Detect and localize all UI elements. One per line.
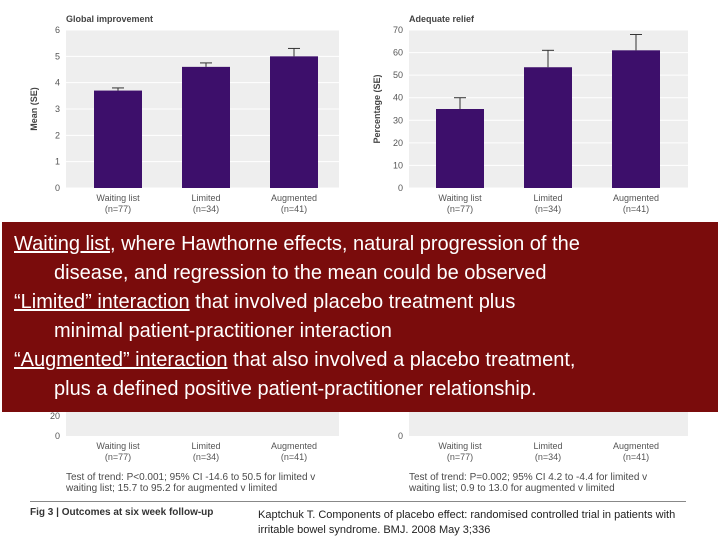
x-category-n-label: (n=34) xyxy=(193,204,219,214)
y-tick-label: 20 xyxy=(393,138,403,148)
x-category-n-label: (n=34) xyxy=(535,204,561,214)
x-category-n-label: (n=77) xyxy=(105,452,131,462)
x-category-n-label: (n=77) xyxy=(447,204,473,214)
left-trend-note-line-2: waiting list; 15.7 to 95.2 for augmented… xyxy=(66,483,278,494)
y-tick-label: 3 xyxy=(55,104,60,114)
banner-text-3: that involved placebo treatment plus xyxy=(189,291,516,313)
x-category-label: Waiting list xyxy=(96,441,140,451)
y-tick-label: 6 xyxy=(55,25,60,35)
x-category-label: Augmented xyxy=(613,193,659,203)
y-tick-label: 40 xyxy=(393,93,403,103)
banner-line-6: plus a defined positive patient-practiti… xyxy=(54,378,537,400)
y-tick-label: 0 xyxy=(398,183,403,193)
x-category-n-label: (n=41) xyxy=(623,204,649,214)
left-trend-note: Test of trend: P<0.001; 95% CI -14.6 to … xyxy=(66,472,315,494)
x-category-n-label: (n=34) xyxy=(535,452,561,462)
bar xyxy=(436,109,484,188)
x-category-label: Augmented xyxy=(613,441,659,451)
bar xyxy=(612,50,660,188)
citation: Kaptchuk T. Components of placebo effect… xyxy=(258,509,676,536)
y-tick-label: 0 xyxy=(55,431,60,441)
bar xyxy=(94,90,142,188)
right-trend-note-line-2: waiting list; 0.9 to 13.0 for augmented … xyxy=(409,483,615,494)
y-tick-label: 60 xyxy=(393,48,403,58)
chart-title: Adequate relief xyxy=(409,14,475,24)
augmented-term: “Augmented” interaction xyxy=(14,349,228,371)
y-tick-label: 2 xyxy=(55,130,60,140)
x-category-label: Limited xyxy=(533,193,562,203)
x-category-label: Waiting list xyxy=(438,193,482,203)
caption-rule xyxy=(30,501,686,502)
right-trend-note-line-1: Test of trend: P=0.002; 95% CI 4.2 to -4… xyxy=(409,472,648,483)
banner-line-4: minimal patient-practitioner interaction xyxy=(54,320,392,342)
bar xyxy=(182,66,230,188)
x-category-n-label: (n=77) xyxy=(447,452,473,462)
banner-text-1: , where Hawthorne effects, natural progr… xyxy=(109,233,580,255)
y-tick-label: 1 xyxy=(55,157,60,167)
x-category-n-label: (n=34) xyxy=(193,452,219,462)
x-category-n-label: (n=41) xyxy=(281,204,307,214)
waiting-list-term: Waiting list xyxy=(14,233,110,255)
figure-caption: Fig 3 | Outcomes at six week follow-up xyxy=(30,507,214,518)
y-axis-label: Mean (SE) xyxy=(29,87,39,131)
y-tick-label: 0 xyxy=(398,431,403,441)
y-tick-label: 10 xyxy=(393,160,403,170)
x-category-label: Augmented xyxy=(271,441,317,451)
bar xyxy=(270,56,318,189)
x-category-label: Waiting list xyxy=(438,441,482,451)
y-tick-label: 5 xyxy=(55,51,60,61)
banner-line-1: Waiting list, where Hawthorne effects, n… xyxy=(14,230,706,259)
limited-term: “Limited” interaction xyxy=(14,291,190,313)
x-category-label: Waiting list xyxy=(96,193,140,203)
chart-title: Global improvement xyxy=(66,14,153,24)
bottom-left-plot-area xyxy=(66,412,339,436)
bottom-right-plot-area xyxy=(409,412,688,436)
y-tick-label: 20 xyxy=(50,411,60,421)
banner-line-3: “Limited” interaction that involved plac… xyxy=(14,288,706,317)
x-category-n-label: (n=77) xyxy=(105,204,131,214)
banner-text-5: that also involved a placebo treatment, xyxy=(227,349,576,371)
y-tick-label: 30 xyxy=(393,115,403,125)
x-category-label: Limited xyxy=(191,441,220,451)
banner-line-2: disease, and regression to the mean coul… xyxy=(54,262,547,284)
banner-line-5: “Augmented” interaction that also involv… xyxy=(14,346,706,375)
y-tick-label: 4 xyxy=(55,78,60,88)
x-category-label: Limited xyxy=(533,441,562,451)
x-category-n-label: (n=41) xyxy=(623,452,649,462)
y-axis-label: Percentage (SE) xyxy=(372,74,382,143)
x-category-n-label: (n=41) xyxy=(281,452,307,462)
right-trend-note: Test of trend: P=0.002; 95% CI 4.2 to -4… xyxy=(409,472,647,494)
x-category-label: Augmented xyxy=(271,193,317,203)
y-tick-label: 0 xyxy=(55,183,60,193)
y-tick-label: 50 xyxy=(393,70,403,80)
y-tick-label: 70 xyxy=(393,25,403,35)
left-trend-note-line-1: Test of trend: P<0.001; 95% CI -14.6 to … xyxy=(66,472,316,483)
explanation-banner: Waiting list, where Hawthorne effects, n… xyxy=(2,222,718,412)
bar xyxy=(524,67,572,188)
x-category-label: Limited xyxy=(191,193,220,203)
